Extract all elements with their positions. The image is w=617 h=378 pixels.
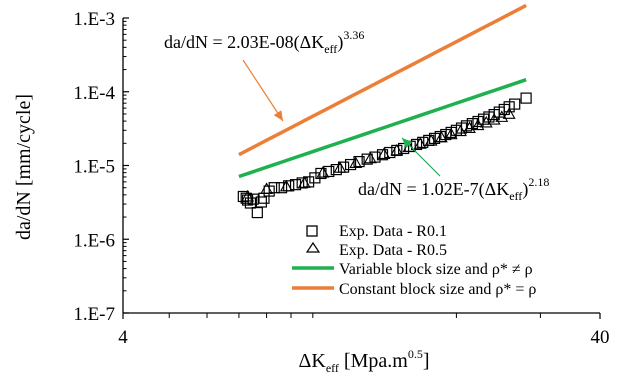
data-point-square — [251, 206, 263, 219]
data-point-triangle — [279, 179, 293, 192]
data-point-square — [244, 197, 257, 209]
legend-label-r05: Exp. Data - R0.5 — [339, 242, 447, 259]
legend-label-r01: Exp. Data - R0.1 — [339, 223, 447, 240]
data-point-triangle — [413, 137, 427, 149]
x-tick-label: 40 — [591, 327, 610, 348]
legend-label-constant-block: Constant block size and ρ* = ρ — [339, 281, 536, 298]
data-point-square — [509, 98, 521, 110]
data-point-square — [344, 158, 357, 171]
data-point-square — [255, 196, 267, 208]
orange-fit-equation: da/dN = 2.03E-08(ΔKeff)3.36 — [164, 28, 364, 56]
y-tick-label: 1.E-7 — [73, 304, 115, 325]
legend-marker-triangle — [305, 241, 321, 253]
legend-marker-square — [306, 225, 318, 237]
data-point-triangle — [424, 134, 438, 146]
data-point-triangle — [241, 189, 255, 202]
data-point-triangle — [297, 176, 311, 188]
data-point-square — [323, 165, 335, 178]
data-point-square — [330, 163, 342, 176]
data-point-triangle — [390, 143, 404, 156]
data-point-triangle — [471, 118, 485, 131]
orange-annotation-arrowhead — [273, 110, 283, 121]
green-annotation-arrowhead — [402, 138, 413, 149]
y-tick-label: 1.E-3 — [73, 9, 115, 30]
series-layer — [237, 3, 532, 219]
data-point-square — [410, 138, 423, 151]
data-point-triangle — [349, 156, 363, 168]
data-point-square — [247, 193, 259, 205]
orange-fit-annotation: da/dN = 2.03E-08(ΔKeff)3.36 — [164, 28, 364, 122]
data-point-square — [384, 146, 396, 159]
data-point-triangle — [260, 182, 274, 194]
plot-area: 1.E-3 1.E-4 1.E-5 1.E-6 1.E-74 40 — [73, 9, 609, 348]
data-point-square — [361, 153, 373, 165]
y-tick-label: 1.E-5 — [73, 157, 115, 178]
data-point-triangle — [377, 147, 391, 159]
data-point-triangle — [363, 151, 377, 164]
green-fit-line — [238, 78, 527, 179]
data-point-triangle — [502, 107, 516, 119]
data-point-square — [275, 182, 288, 194]
legend-label-variable-block: Variable block size and ρ* ≠ ρ — [339, 261, 533, 278]
data-point-square — [337, 161, 350, 173]
data-point-triangle — [316, 166, 330, 178]
data-point-square — [309, 172, 321, 184]
orange-annotation-arrow — [242, 59, 284, 122]
data-point-triangle — [454, 124, 467, 137]
data-point-triangle — [333, 161, 347, 173]
y-tick-label: 1.E-4 — [73, 83, 115, 104]
data-point-triangle — [479, 115, 493, 128]
y-tick-label: 1.E-6 — [73, 230, 115, 251]
data-point-triangle — [434, 130, 448, 143]
legend: Exp. Data - R0.1 Exp. Data - R0.5 Variab… — [292, 223, 536, 298]
x-tick-label: 4 — [118, 327, 128, 348]
green-fit-equation: da/dN = 1.02E-7(ΔKeff)2.18 — [358, 175, 549, 203]
y-axis-title: da/dN [mm/cycle] — [13, 94, 35, 240]
data-point-square — [520, 92, 532, 104]
x-axis-title: ΔKeff [Mpa.m0.5] — [299, 347, 430, 375]
green-fit-annotation: da/dN = 1.02E-7(ΔKeff)2.18 — [358, 137, 549, 203]
data-point-triangle — [463, 121, 476, 133]
data-point-triangle — [444, 127, 458, 140]
orange-fit-line — [238, 3, 527, 157]
